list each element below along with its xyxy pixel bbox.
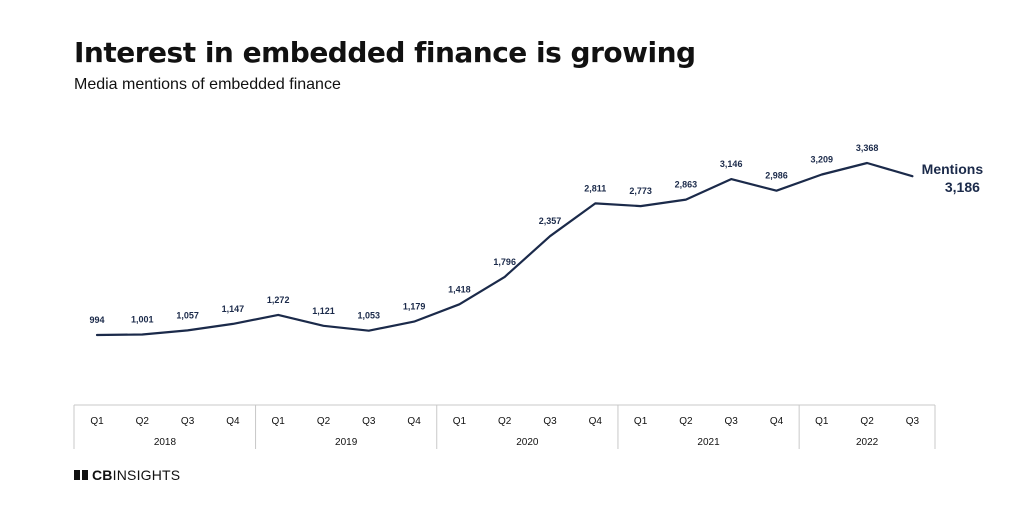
data-label: 2,357 (539, 216, 562, 226)
chart-subtitle: Media mentions of embedded finance (74, 76, 341, 93)
x-axis-tick-label: Q2 (317, 416, 331, 427)
x-axis-tick-label: Q3 (725, 416, 739, 427)
logo-text: CBINSIGHTS (92, 467, 181, 483)
data-label: 2,811 (584, 183, 606, 193)
x-axis-tick-label: Q2 (860, 416, 874, 427)
data-label: 2,863 (675, 180, 698, 190)
logo-mark-icon (74, 470, 88, 480)
data-label: 1,121 (312, 306, 335, 316)
data-label: 3,146 (720, 159, 743, 169)
x-axis-tick-label: Q1 (453, 416, 467, 427)
data-label: 2,986 (765, 171, 788, 181)
x-axis-tick-label: Q4 (770, 416, 784, 427)
x-axis-tick-label: Q1 (634, 416, 648, 427)
x-axis-tick-label: Q3 (181, 416, 195, 427)
cbinsights-logo: CBINSIGHTS (74, 467, 180, 483)
x-axis-tick-label: Q4 (407, 416, 421, 427)
series-line-mentions (95, 161, 914, 337)
x-axis-group-label: 2021 (697, 437, 720, 448)
data-label: 1,796 (493, 257, 516, 267)
x-axis-tick-label: Q2 (136, 416, 150, 427)
x-axis-tick-label: Q3 (906, 416, 920, 427)
data-label: 1,272 (267, 295, 290, 305)
data-label: 994 (89, 315, 104, 325)
x-axis-tick-label: Q4 (226, 416, 240, 427)
chart-title: Interest in embedded finance is growing (74, 36, 696, 69)
x-axis-tick-label: Q1 (815, 416, 829, 427)
series-end-label-value: 3,186 (945, 179, 980, 195)
x-axis-group-label: 2020 (516, 437, 539, 448)
x-axis-tick-label: Q3 (362, 416, 376, 427)
x-axis-tick-label: Q1 (90, 416, 104, 427)
data-label: 1,057 (176, 310, 199, 320)
x-axis-tick-label: Q2 (498, 416, 512, 427)
x-axis-tick-label: Q2 (679, 416, 693, 427)
data-label: 1,053 (358, 311, 381, 321)
data-label: 3,209 (811, 155, 834, 165)
x-axis-group-label: 2019 (335, 437, 358, 448)
x-axis-tick-label: Q1 (272, 416, 286, 427)
x-axis-tick-label: Q4 (589, 416, 603, 427)
series-end-label-name: Mentions (922, 161, 984, 177)
data-label: 2,773 (629, 186, 652, 196)
x-axis-group-label: 2022 (856, 437, 879, 448)
x-axis-group-label: 2018 (154, 437, 177, 448)
x-axis-tick-label: Q3 (543, 416, 557, 427)
data-label: 1,418 (448, 284, 471, 294)
data-label: 1,001 (131, 314, 154, 324)
data-label: 1,179 (403, 302, 426, 312)
data-label: 1,147 (222, 304, 245, 314)
data-label: 3,368 (856, 143, 879, 153)
